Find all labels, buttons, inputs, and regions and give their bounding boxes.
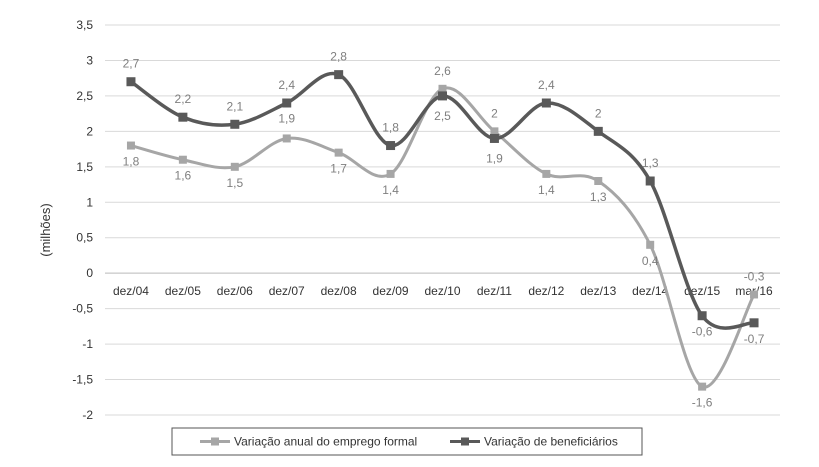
series-1-point bbox=[541, 98, 551, 108]
series-1-data-label: 2 bbox=[595, 106, 602, 120]
series-1-data-label: 1,3 bbox=[642, 156, 659, 170]
y-tick-label: 2 bbox=[86, 124, 93, 138]
series-0-data-label: 1,9 bbox=[278, 111, 295, 125]
series-1-point bbox=[386, 141, 396, 151]
series-0-point bbox=[698, 382, 707, 391]
series-1-data-label: -0,7 bbox=[744, 332, 765, 346]
y-tick-labels: -2 -1,5 -1 -0,5 0 0,5 1 1,5 2 2,5 3 3,5 bbox=[72, 18, 93, 422]
series-layer bbox=[126, 70, 759, 391]
series-1-point bbox=[749, 318, 759, 328]
x-tick-label: dez/10 bbox=[424, 284, 460, 298]
y-tick-label: -0,5 bbox=[72, 302, 93, 316]
series-1-data-label: 2,2 bbox=[175, 92, 192, 106]
legend-swatch-marker bbox=[461, 437, 469, 446]
series-1-point bbox=[697, 311, 707, 321]
x-tick-label: dez/05 bbox=[165, 284, 201, 298]
series-1-data-label: 1,9 bbox=[486, 151, 503, 165]
y-tick-label: -1 bbox=[82, 337, 93, 351]
series-0-data-label: 2 bbox=[491, 106, 498, 120]
series-0-point bbox=[594, 177, 603, 185]
legend-label: Variação anual do emprego formal bbox=[234, 435, 417, 449]
series-1-data-label: 2,4 bbox=[278, 78, 295, 92]
series-1-point bbox=[126, 77, 136, 87]
series-1-point bbox=[282, 98, 292, 108]
y-tick-label: 1 bbox=[86, 195, 93, 209]
series-0-point bbox=[178, 155, 187, 164]
y-tick-label: 1,5 bbox=[76, 160, 93, 174]
data-labels: 1,8 1,6 1,5 1,9 1,7 1,4 2,6 2 1,4 1,3 0,4 -1,6 -0,3 2… bbox=[123, 50, 765, 410]
y-tick-label: 0 bbox=[86, 266, 93, 280]
series-0-point bbox=[386, 169, 395, 178]
x-tick-label: dez/12 bbox=[528, 284, 564, 298]
y-tick-label: 0,5 bbox=[76, 231, 93, 245]
x-tick-label: dez/04 bbox=[113, 284, 149, 298]
series-0-data-label: 1,5 bbox=[226, 176, 243, 190]
legend-label: Variação de beneficiários bbox=[484, 435, 618, 449]
series-1-point bbox=[230, 119, 240, 129]
grid-layer bbox=[105, 24, 780, 416]
x-tick-label: dez/11 bbox=[477, 284, 512, 298]
x-tick-label: dez/08 bbox=[321, 284, 357, 298]
series-0-data-label: 1,4 bbox=[538, 183, 555, 197]
y-tick-label: 2,5 bbox=[76, 89, 93, 103]
x-tick-label: dez/06 bbox=[217, 284, 253, 298]
series-line-0 bbox=[130, 86, 756, 389]
series-0-point bbox=[438, 84, 447, 93]
legend: Variação anual do emprego formal Variação… bbox=[171, 427, 643, 456]
series-1-point bbox=[334, 70, 344, 80]
series-0-point bbox=[542, 169, 551, 178]
series-0-data-label: -1,6 bbox=[692, 396, 713, 410]
series-0-data-label: -0,3 bbox=[744, 269, 765, 283]
series-1-data-label: 2,1 bbox=[226, 99, 243, 113]
series-0-data-label: 1,4 bbox=[382, 183, 399, 197]
series-1-point bbox=[645, 176, 655, 186]
series-0-data-label: 1,3 bbox=[590, 190, 607, 204]
series-0-point bbox=[750, 290, 759, 299]
x-tick-label: dez/07 bbox=[269, 284, 305, 298]
series-0-data-label: 1,8 bbox=[123, 155, 140, 169]
y-tick-label: 3 bbox=[86, 53, 93, 67]
series-1-data-label: 1,8 bbox=[382, 121, 399, 135]
legend-swatch-marker bbox=[211, 437, 219, 446]
y-axis-title: (milhões) bbox=[38, 203, 53, 256]
series-0-data-label: 1,7 bbox=[330, 162, 347, 176]
series-0-point bbox=[230, 162, 239, 171]
series-0-data-label: 0,4 bbox=[642, 254, 659, 268]
series-1-data-label: -0,6 bbox=[692, 325, 713, 339]
series-1-point bbox=[593, 126, 603, 136]
series-0-point bbox=[334, 148, 343, 157]
series-1-point bbox=[178, 112, 188, 122]
series-1-point bbox=[438, 91, 447, 101]
series-0-point bbox=[282, 134, 291, 143]
x-tick-labels: dez/04 dez/05 dez/06 dez/07 dez/08 dez/09 dez/… bbox=[113, 284, 773, 298]
y-tick-label: -1,5 bbox=[72, 373, 93, 387]
y-tick-label: 3,5 bbox=[76, 18, 93, 32]
series-0-point bbox=[490, 127, 499, 136]
x-tick-label: dez/14 bbox=[632, 284, 668, 298]
series-0-point bbox=[646, 240, 655, 249]
series-line-1 bbox=[129, 71, 755, 330]
series-1-data-label: 2,7 bbox=[123, 57, 140, 71]
x-tick-label: dez/09 bbox=[373, 284, 409, 298]
series-1-data-label: 2,5 bbox=[434, 109, 451, 123]
series-1-data-label: 2,8 bbox=[330, 50, 347, 64]
x-tick-label: dez/13 bbox=[580, 284, 616, 298]
series-0-data-label: 1,6 bbox=[175, 169, 192, 183]
series-1-data-label: 2,4 bbox=[538, 78, 555, 92]
y-tick-label: -2 bbox=[82, 408, 93, 422]
series-0-point bbox=[126, 141, 135, 150]
series-0-data-label: 2,6 bbox=[434, 64, 451, 78]
legend-frame bbox=[171, 427, 643, 456]
series-1-point bbox=[489, 133, 499, 143]
